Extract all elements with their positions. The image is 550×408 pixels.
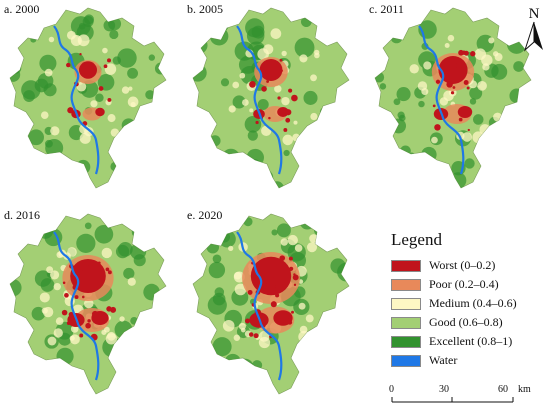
urban-core	[79, 61, 97, 79]
map-panel-2020: e. 2020	[187, 208, 357, 398]
map-2016	[9, 213, 167, 395]
legend-swatch	[391, 355, 421, 367]
legend: Legend Worst (0–0.2) Poor (0.2–0.4) Medi…	[386, 230, 546, 406]
legend-swatch	[391, 298, 421, 310]
scale-unit: km	[518, 384, 531, 395]
legend-swatch	[391, 260, 421, 272]
panel-label: e. 2020	[187, 208, 223, 222]
legend-swatch	[391, 317, 421, 329]
river	[236, 231, 283, 381]
panel-label: a. 2000	[4, 2, 40, 16]
river	[53, 231, 100, 381]
urban-core	[70, 259, 106, 293]
river	[236, 25, 283, 175]
map-2000	[9, 7, 167, 189]
map-2020	[192, 213, 350, 395]
map-panel-2000: a. 2000	[4, 2, 174, 192]
north-arrow-icon	[534, 22, 543, 50]
panel-label: d. 2016	[4, 208, 40, 222]
map-2005	[192, 7, 350, 189]
panel-label: c. 2011	[369, 2, 404, 16]
map-panel-2016: d. 2016	[4, 208, 174, 398]
legend-label: Water	[429, 353, 458, 367]
panel-label: b. 2005	[187, 2, 223, 16]
north-arrow: N	[520, 4, 548, 56]
legend-swatch	[391, 279, 421, 291]
scale-bar: 0 30 60 km	[386, 384, 546, 408]
legend-label: Worst (0–0.2)	[429, 258, 496, 272]
scale-label-30: 30	[439, 384, 449, 395]
scale-label-60: 60	[498, 384, 508, 395]
map-panel-2005: b. 2005	[187, 2, 357, 192]
north-label: N	[529, 6, 540, 22]
scale-label-0: 0	[389, 384, 394, 395]
scale-bar-graphic	[391, 397, 514, 403]
map-panel-2011: c. 2011	[369, 2, 539, 192]
legend-swatch	[391, 336, 421, 348]
legend-label: Good (0.6–0.8)	[429, 315, 503, 329]
legend-label: Poor (0.2–0.4)	[429, 277, 499, 291]
legend-label: Excellent (0.8–1)	[429, 334, 513, 348]
urban-core	[259, 59, 283, 81]
river	[53, 25, 100, 175]
map-2011	[374, 7, 532, 189]
legend-title: Legend	[391, 230, 442, 249]
legend-label: Medium (0.4–0.6)	[429, 296, 517, 310]
urban-core	[250, 256, 292, 296]
river	[418, 25, 465, 175]
